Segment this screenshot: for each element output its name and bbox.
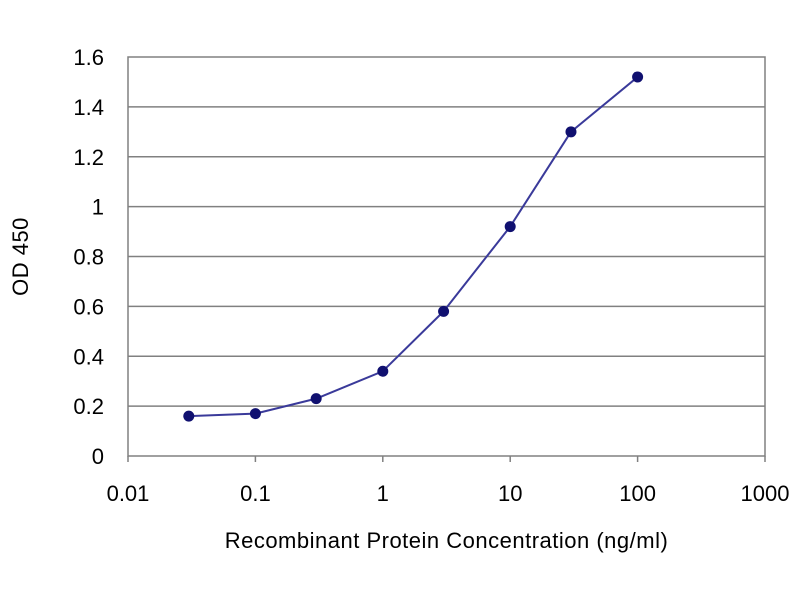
data-point-marker [249,408,261,420]
x-tick-label: 1000 [741,481,790,506]
x-tick-label: 0.01 [107,481,150,506]
y-axis-title: OD 450 [8,217,33,296]
y-tick-label: 1.2 [73,145,104,170]
grid-lines [128,106,765,407]
x-tick-label: 100 [619,481,656,506]
y-tick-label: 0 [92,444,104,469]
y-tick-label: 0.6 [73,294,104,319]
y-tick-label: 1 [92,195,104,220]
x-tick-label: 0.1 [240,481,271,506]
x-tick-label: 1 [377,481,389,506]
data-point-marker [632,71,644,83]
series-group [183,71,644,422]
y-tick-label: 1.6 [73,45,104,70]
x-tick-label: 10 [498,481,522,506]
data-point-marker [183,410,195,422]
y-tick-label: 1.4 [73,95,104,120]
y-axis-ticks: 0 0.2 0.4 0.6 0.8 1 1.2 1.4 1.6 [73,45,104,469]
data-point-marker [565,126,577,138]
data-point-marker [377,365,389,377]
y-tick-label: 0.2 [73,394,104,419]
data-point-marker [310,393,322,405]
x-axis-title: Recombinant Protein Concentration (ng/ml… [225,528,669,553]
x-axis-ticks: 0.01 0.1 1 10 100 1000 [107,456,790,506]
y-tick-label: 0.8 [73,245,104,270]
plot-area-frame [127,56,766,457]
y-tick-label: 0.4 [73,344,104,369]
data-point-marker [504,221,516,233]
data-point-marker [438,305,450,317]
series-line [188,76,639,418]
